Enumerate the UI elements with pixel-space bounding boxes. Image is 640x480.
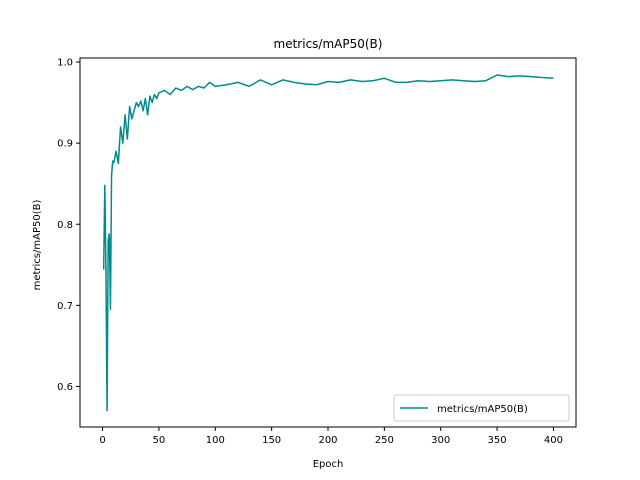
x-axis: 0 50 100 150 200 250 300 350 400 — [99, 427, 563, 446]
y-tick-label: 0.9 — [57, 139, 73, 150]
x-tick-label: 300 — [431, 435, 450, 446]
legend-box — [393, 394, 570, 422]
y-tick-label: 0.6 — [57, 382, 73, 393]
y-tick-label: 1.0 — [57, 58, 73, 69]
x-tick-label: 400 — [544, 435, 563, 446]
legend-label: metrics/mAP50(B) — [437, 404, 528, 415]
legend: metrics/mAP50(B) — [393, 394, 570, 422]
series-layer — [102, 74, 554, 412]
x-tick-label: 150 — [262, 435, 281, 446]
x-axis-label: Epoch — [313, 459, 344, 470]
y-axis-label: metrics/mAP50(B) — [32, 200, 43, 291]
x-tick-label: 0 — [99, 435, 105, 446]
x-tick-label: 350 — [488, 435, 507, 446]
series-line — [102, 74, 554, 412]
y-axis: 0.6 0.7 0.8 0.9 1.0 — [57, 58, 80, 393]
x-tick-label: 200 — [318, 435, 337, 446]
x-tick-label: 250 — [375, 435, 394, 446]
x-tick-label: 50 — [153, 435, 166, 446]
x-tick-label: 100 — [206, 435, 225, 446]
chart-title: metrics/mAP50(B) — [274, 37, 383, 51]
y-tick-label: 0.8 — [57, 220, 73, 231]
y-tick-label: 0.7 — [57, 301, 73, 312]
